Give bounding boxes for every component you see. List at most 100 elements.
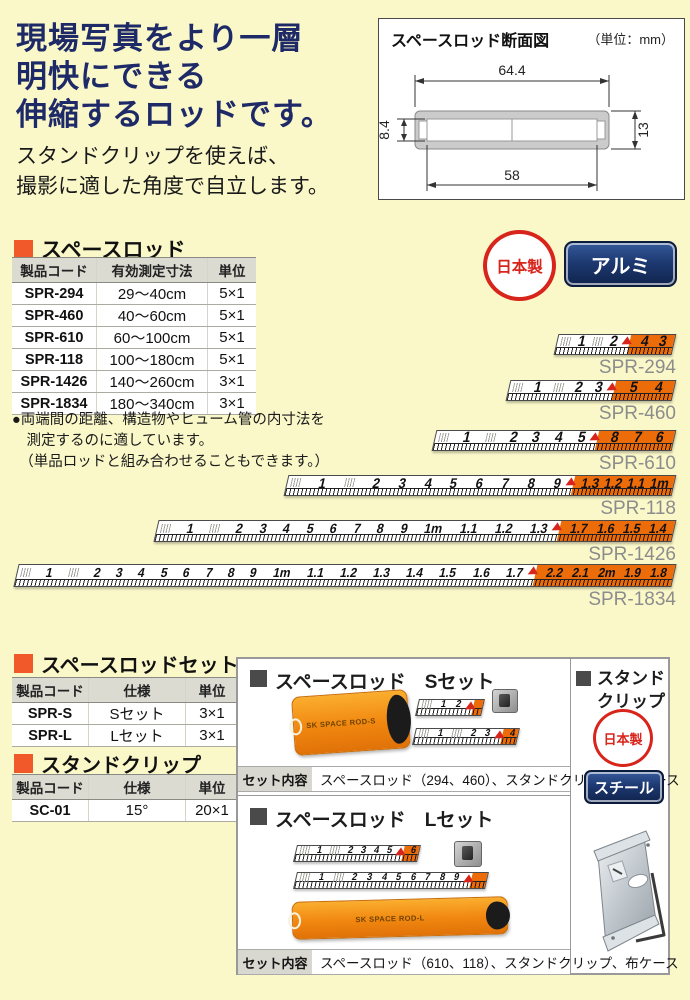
- measuring-rod-SPR-118: 1 2 3 4 5 6 7 8 9 1.3 1.2 1.1 1m: [283, 474, 677, 496]
- dim-right: 13: [635, 122, 651, 138]
- stand-clip-column-title: スタンド クリップ: [576, 667, 665, 713]
- ruler-label: SPR-294: [598, 357, 676, 378]
- set-contents-label: セット内容: [238, 767, 312, 791]
- dark-square-bullet: [250, 670, 267, 687]
- column-header: 仕様: [88, 677, 186, 703]
- table-cell: SPR-610: [12, 326, 97, 349]
- column-header: 有効測定寸法: [96, 257, 208, 283]
- table-row: SPR-1834 180〜340cm 3×1: [12, 392, 256, 415]
- made-in-japan-badge: 日本製: [593, 709, 653, 767]
- dark-square-bullet: [250, 808, 267, 825]
- table-cell: 20×1: [185, 799, 238, 822]
- table-cell: SPR-L: [12, 724, 89, 747]
- l-set-contents-bar: セット内容 スペースロッド（610、118）、スタンドクリップ、布ケース: [238, 949, 679, 975]
- table-cell: SPR-1426: [12, 370, 97, 393]
- measuring-rod-SPR-1426: 1 2 3 4 5 6 7 8 9 1m 1.1 1.2 1.3 1.7 1.6 1.5 1.4: [153, 520, 677, 542]
- table-cell: SC-01: [12, 799, 89, 822]
- table-cell: 15°: [88, 799, 186, 822]
- column-header: 単位: [185, 774, 238, 800]
- l-set-case-print: SK SPACE ROD-L: [355, 912, 425, 924]
- space-rod-table: 製品コード 有効測定寸法 単位 SPR-294 29〜40cm 5×1 SPR-460 40〜…: [12, 257, 256, 415]
- column-header: 製品コード: [12, 677, 89, 703]
- section-title-space-rod: スペースロッド: [14, 234, 185, 264]
- stand-clip-icon: [454, 841, 482, 867]
- table-cell: SPR-460: [12, 304, 97, 327]
- horizontal-divider: [238, 795, 570, 796]
- vertical-divider: [570, 659, 571, 973]
- orange-square-bullet: [14, 754, 33, 773]
- stand-clip-photo: [593, 830, 666, 952]
- page-subtitle: スタンドクリップを使えば、 撮影に適した角度で自立します。: [16, 145, 329, 198]
- section-title-stand-clip: スタンドクリップ: [14, 749, 201, 778]
- table-cell: 140〜260cm: [96, 370, 208, 393]
- s-set-case-print: SK SPACE ROD-S: [305, 716, 377, 731]
- measuring-rod-SPR-1834: 1 2 3 4 5 6 7 8 9 1m 1.1 1.2 1.3 1.4 1.5 1.6 1.7 2.2 2.1 2m…: [13, 564, 677, 587]
- cross-section-drawing: 64.4 58 8.4 13: [379, 62, 651, 191]
- rod-set-table: 製品コード 仕様 単位 SPR-S Sセット 3×1 SPR-L Lセット 3×1: [12, 677, 238, 747]
- page-title: 現場写真をより一層 明快にできる 伸縮するロッドです。: [16, 21, 333, 132]
- table-cell: 60〜100cm: [96, 326, 208, 349]
- s-set-contents-bar: セット内容 スペースロッド（294、460）、スタンドクリップ、布ケース: [238, 766, 680, 792]
- table-row: SPR-L Lセット 3×1: [12, 724, 238, 747]
- column-header: 製品コード: [12, 774, 89, 800]
- table-row: SC-01 15° 20×1: [12, 799, 238, 822]
- column-header: 単位: [185, 677, 238, 703]
- l-set-fabric-case: SK SPACE ROD-L: [291, 896, 509, 940]
- cross-section-diagram: スペースロッド断面図 （単位：mm） 64.4 58: [378, 18, 685, 200]
- aluminum-badge: アルミ: [564, 241, 677, 287]
- s-set-title: スペースロッド Sセット: [250, 667, 494, 694]
- l-set-title-label: スペースロッド Lセット: [275, 810, 494, 831]
- table-cell: 3×1: [185, 702, 238, 725]
- rod-numbers-white: 1 2 3 4 5 6 7 8 9 1m 1.1 1.2 1.3 1.4 1.5 1.6 1.7: [19, 565, 526, 580]
- s-set-fabric-case: SK SPACE ROD-S: [291, 689, 411, 756]
- section-title-rod-set: スペースロッドセット: [14, 649, 239, 678]
- ruler-label: SPR-460: [598, 403, 676, 424]
- table-cell: 180〜340cm: [96, 392, 208, 415]
- table-cell: SPR-118: [12, 348, 97, 371]
- table-cell: 40〜60cm: [96, 304, 208, 327]
- table-row: SPR-460 40〜60cm 5×1: [12, 304, 256, 327]
- table-row: SPR-294 29〜40cm 5×1: [12, 282, 256, 305]
- table-cell: SPR-S: [12, 702, 89, 725]
- diagram-title: スペースロッド断面図: [391, 33, 550, 50]
- column-header: 仕様: [88, 774, 186, 800]
- dark-square-bullet: [576, 671, 591, 686]
- table-cell: 5×1: [207, 304, 256, 327]
- s-set-title-label: スペースロッド Sセット: [275, 672, 495, 693]
- ruler-label: SPR-1834: [588, 589, 676, 610]
- ruler-label: SPR-1426: [588, 544, 676, 565]
- ruler-label: SPR-610: [598, 453, 676, 474]
- stand-clip-title-label: スタンド クリップ: [597, 669, 665, 711]
- column-header: 製品コード: [12, 257, 97, 283]
- table-cell: 5×1: [207, 348, 256, 371]
- column-header: 単位: [207, 257, 256, 283]
- steel-badge: スチール: [584, 770, 664, 804]
- dim-bottom: 58: [504, 167, 520, 183]
- table-row: SPR-118 100〜180cm 5×1: [12, 348, 256, 371]
- table-cell: SPR-1834: [12, 392, 97, 415]
- usage-note: ●両端間の距離、構造物やヒューム管の内寸法を 測定するのに適しています。 （単品…: [12, 412, 329, 471]
- table-cell: Lセット: [88, 724, 186, 747]
- table-cell: 5×1: [207, 282, 256, 305]
- table-cell: Sセット: [88, 702, 186, 725]
- dim-left: 8.4: [379, 120, 392, 140]
- rod-numbers-orange: 1.3 1.2 1.1 1m: [579, 474, 671, 491]
- table-cell: 3×1: [207, 392, 256, 415]
